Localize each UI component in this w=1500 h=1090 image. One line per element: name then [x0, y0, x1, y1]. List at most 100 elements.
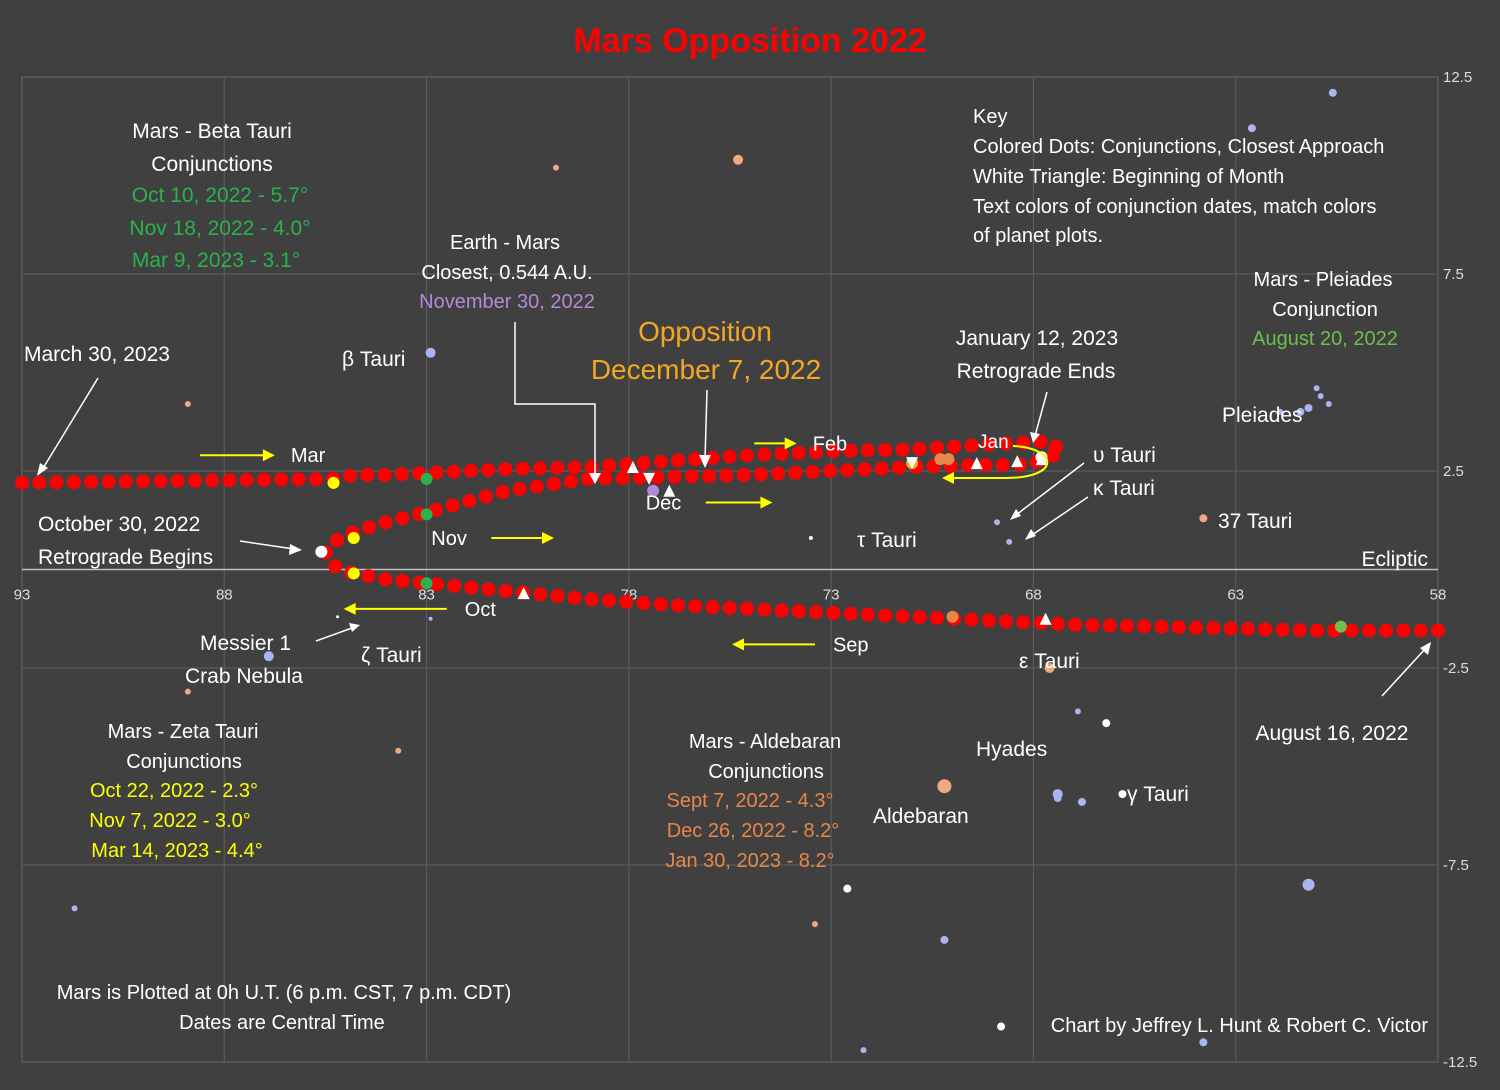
- conjunction-dot: [420, 577, 433, 590]
- month-label: Nov: [431, 528, 467, 550]
- month-start-triangle: [663, 484, 676, 497]
- chart-credit: Chart by Jeffrey L. Hunt & Robert C. Vic…: [1051, 1015, 1429, 1037]
- mars-position-dot: [1154, 619, 1169, 634]
- note-line2: Dates are Central Time: [179, 1012, 385, 1034]
- conjunction-dot: [347, 531, 360, 544]
- mars-position-dot: [602, 458, 617, 473]
- star-point: [1077, 797, 1086, 806]
- y-tick-label: 2.5: [1443, 463, 1464, 480]
- mars-position-dot: [684, 469, 699, 484]
- mars-position-dot: [533, 461, 548, 476]
- star-point: [553, 164, 560, 171]
- aug-16-label: August 16, 2022: [1256, 722, 1409, 745]
- mars-position-dot: [32, 475, 47, 490]
- mars-position-dot: [1413, 623, 1428, 638]
- mars-position-dot: [860, 443, 875, 458]
- mars-position-dot: [688, 452, 703, 467]
- star-point: [1304, 403, 1313, 412]
- key-box: Key Colored Dots: Conjunctions, Closest …: [973, 106, 1384, 247]
- mars-position-dot: [722, 600, 737, 615]
- star-point: [1102, 719, 1111, 728]
- mars-position-dot: [667, 469, 682, 484]
- mars-position-dot: [118, 474, 133, 489]
- mars-position-dot: [912, 610, 927, 625]
- mars-position-dot: [653, 454, 668, 469]
- mars-position-dot: [636, 596, 651, 611]
- month-arrows: Mar Feb Dec Nov Oct Sep: [200, 433, 869, 656]
- mars-position-dot: [567, 460, 582, 475]
- mars-position-dot: [757, 447, 772, 462]
- star-point: [733, 154, 744, 165]
- mars-position-dot: [791, 604, 806, 619]
- mars-position-dot: [153, 474, 168, 489]
- mars-position-dot: [1137, 619, 1152, 634]
- kappa-leader: [1031, 496, 1089, 536]
- retrograde-ends-label: January 12, 2023 Retrograde Ends: [956, 327, 1118, 383]
- mars-position-dot: [1050, 616, 1065, 631]
- star-point: [940, 935, 949, 944]
- opposition-line1: Opposition: [638, 316, 772, 347]
- month-arrow-head: [732, 638, 745, 651]
- x-tick-label: 93: [14, 587, 31, 604]
- mars-position-dot: [1344, 623, 1359, 638]
- mars-position-dot: [602, 593, 617, 608]
- kappa-tauri-label: κ Tauri: [1093, 477, 1155, 500]
- mars-position-dot: [809, 605, 824, 620]
- jan12-line1: January 12, 2023: [956, 327, 1118, 350]
- zeta-tauri-conjunctions: Mars - Zeta Tauri Conjunctions Oct 22, 2…: [89, 721, 262, 862]
- mars-position-dot: [788, 465, 803, 480]
- star-point: [1006, 538, 1013, 545]
- mars-position-dot: [995, 458, 1010, 473]
- mars-position-dot: [462, 493, 477, 508]
- messier-arrowhead: [349, 623, 360, 632]
- oct30-leader: [239, 540, 295, 550]
- aldebaran-title2: Conjunctions: [708, 761, 824, 783]
- mars-path: [15, 434, 1445, 638]
- mars-position-dot: [478, 489, 493, 504]
- pleiades-date: August 20, 2022: [1252, 328, 1398, 350]
- mars-position-dot: [256, 472, 271, 487]
- opposition-leader-arrowhead: [699, 455, 711, 468]
- mars-position-dot: [446, 464, 461, 479]
- conjunction-dot: [420, 472, 433, 485]
- star-point: [1325, 401, 1332, 408]
- mars-position-dot: [222, 473, 237, 488]
- key-line-3: Text colors of conjunction dates, match …: [973, 196, 1377, 218]
- mars-position-dot: [239, 472, 254, 487]
- chart-title: Mars Opposition 2022: [573, 22, 926, 60]
- star-point: [1074, 708, 1081, 715]
- mars-position-dot: [753, 467, 768, 482]
- earth-title1: Earth - Mars: [450, 232, 560, 254]
- aldebaran-conjunctions: Mars - Aldebaran Conjunctions Sept 7, 20…: [665, 731, 841, 872]
- ecliptic-label: Ecliptic: [1361, 548, 1428, 571]
- star-point: [1199, 514, 1208, 523]
- mars-position-dot: [998, 436, 1013, 451]
- mars-position-dot: [495, 484, 510, 499]
- mars-position-dot: [584, 592, 599, 607]
- mars-position-dot: [1189, 620, 1204, 635]
- mars-position-dot: [826, 444, 841, 459]
- month-start-triangle: [1035, 453, 1048, 466]
- march-30-arrowhead: [37, 463, 48, 476]
- month-start-triangle: [626, 461, 639, 474]
- mars-position-dot: [757, 602, 772, 617]
- mars-position-dot: [170, 473, 185, 488]
- star-point: [1044, 663, 1055, 673]
- star-point: [263, 651, 274, 662]
- mars-position-dot: [964, 438, 979, 453]
- star-point: [184, 688, 191, 695]
- mars-position-dot: [563, 474, 578, 489]
- conjunction-dots: [315, 451, 1347, 633]
- star-point: [811, 921, 818, 928]
- conjunction-dot: [327, 476, 340, 489]
- mars-position-dot: [857, 462, 872, 477]
- aldebaran-label: Aldebaran: [873, 805, 969, 828]
- zeta-date-3: Mar 14, 2023 - 4.4°: [91, 840, 262, 862]
- pleiades-label: Pleiades: [1222, 404, 1303, 427]
- x-tick-label: 58: [1430, 587, 1447, 604]
- month-label: Mar: [291, 445, 326, 467]
- mars-position-dot: [101, 474, 116, 489]
- x-tick-label: 73: [823, 587, 840, 604]
- key-line-1: Colored Dots: Conjunctions, Closest Appr…: [973, 136, 1384, 158]
